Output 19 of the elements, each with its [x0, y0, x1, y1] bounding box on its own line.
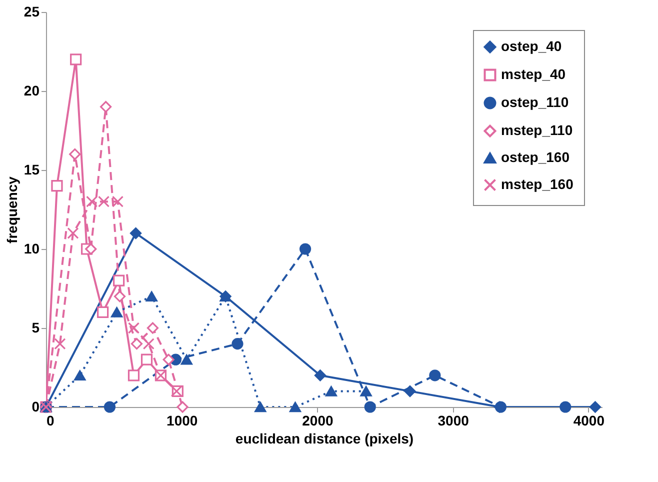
legend-label: mstep_40: [501, 66, 566, 82]
y-tick-label: 5: [32, 320, 40, 336]
y-tick-label: 25: [24, 4, 40, 20]
x-axis-title: euclidean distance (pixels): [235, 430, 414, 446]
y-tick-label: 0: [32, 398, 40, 414]
y-axis-title: frequency: [4, 176, 20, 244]
x-tick-label: 2000: [302, 412, 334, 428]
y-tick-label: 10: [24, 240, 40, 256]
legend-label: ostep_160: [501, 149, 570, 165]
y-tick-label: 15: [24, 162, 40, 178]
legend-label: ostep_110: [501, 94, 569, 110]
x-tick-label: 1000: [166, 412, 198, 428]
y-tick-label: 20: [24, 82, 40, 98]
legend-label: ostep_40: [501, 38, 562, 54]
x-tick-label: 0: [46, 412, 54, 428]
legend-label: mstep_160: [501, 176, 574, 192]
x-tick-label: 3000: [438, 412, 470, 428]
x-tick-label: 4000: [573, 412, 605, 428]
legend-label: mstep_110: [501, 122, 573, 138]
